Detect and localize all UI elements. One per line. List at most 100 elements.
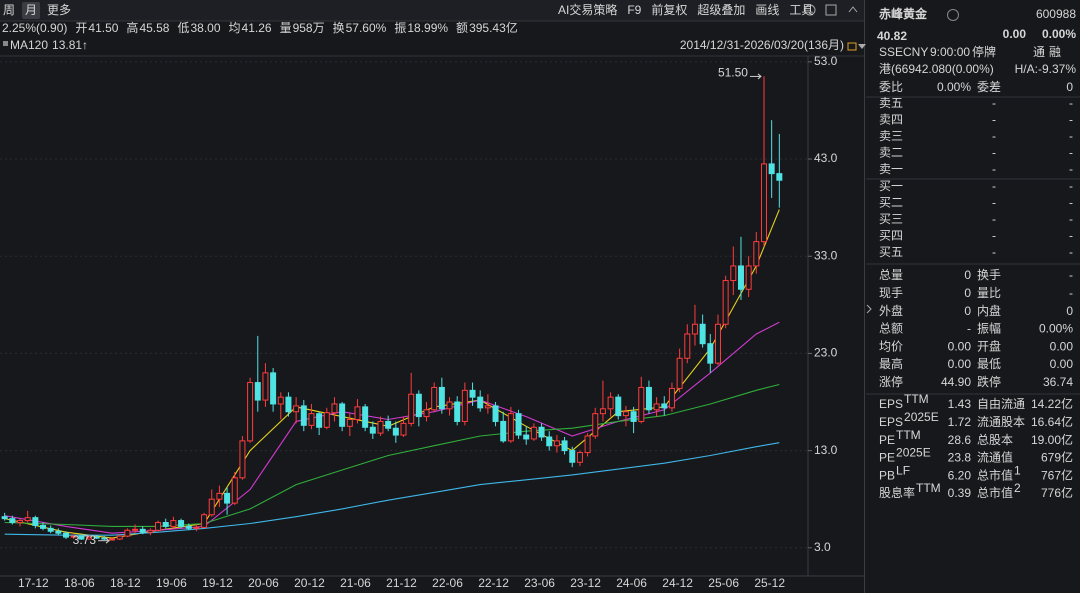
stat-label: 总市值 — [977, 467, 1013, 482]
stat-label: 最低 — [977, 357, 1001, 371]
x-tick-label: 25-06 — [708, 576, 739, 590]
dropdown-icon[interactable] — [858, 44, 866, 49]
book-price: - — [992, 162, 996, 176]
candle-body — [730, 265, 737, 282]
period-tab[interactable]: 更多 — [47, 3, 71, 17]
candle-body — [599, 408, 606, 415]
candle-body — [32, 517, 39, 526]
stat-label: 跌停 — [977, 374, 1001, 389]
stat-label: EPS — [879, 397, 903, 411]
book-volume: - — [1069, 162, 1073, 176]
stat-sup: 2025E — [904, 410, 939, 424]
range-label: 2014/12/31-2026/03/20(136月) — [680, 38, 844, 52]
candle-body — [47, 527, 54, 532]
x-tick-label: 23-12 — [570, 576, 601, 590]
collapse-icon[interactable] — [848, 6, 858, 13]
x-tick-label: 18-12 — [110, 576, 141, 590]
book-volume: - — [1069, 113, 1073, 127]
legend-value: 13.81↑ — [52, 38, 88, 52]
info-label: 高 — [126, 20, 138, 35]
stat-label: PE — [879, 433, 895, 447]
candle-body — [768, 163, 775, 175]
candle-body — [300, 405, 307, 426]
tool-button[interactable]: 画线 — [755, 3, 779, 17]
candle-body — [484, 405, 491, 409]
expand-icon[interactable] — [866, 304, 872, 314]
candle-body — [492, 405, 499, 422]
change-pct: 0.00% — [1042, 27, 1076, 41]
order-value: 0.00% — [937, 80, 971, 94]
y-tick-label: 43.0 — [814, 151, 838, 165]
book-label: 买四 — [879, 229, 903, 243]
candle-body — [323, 412, 330, 428]
candle-body — [737, 265, 744, 290]
tool-button[interactable]: 前复权 — [651, 2, 687, 17]
toolbar-icons[interactable] — [804, 4, 959, 21]
candle-body — [124, 529, 131, 537]
tool-button[interactable]: F9 — [627, 3, 641, 17]
settings-icon[interactable] — [804, 4, 816, 16]
info-icon[interactable] — [947, 9, 959, 21]
candle-body — [224, 492, 231, 504]
book-volume: - — [1069, 245, 1073, 259]
candle-body — [9, 518, 16, 524]
candle-body — [630, 411, 637, 422]
quote-meta: CNY — [903, 45, 928, 59]
candle-body — [262, 372, 269, 401]
candle-body — [753, 241, 760, 267]
period-tab[interactable]: 月 — [25, 3, 37, 17]
stat-value: 0.00 — [948, 357, 972, 371]
stat-value: 767亿 — [1041, 467, 1073, 482]
book-label: 卖三 — [879, 129, 903, 143]
candle-body — [239, 440, 246, 479]
x-tick-label: 20-12 — [294, 576, 325, 590]
tool-button[interactable]: 超级叠加 — [697, 2, 745, 17]
order-label: 委比 — [879, 80, 903, 94]
tool-button[interactable]: 工具 — [789, 3, 813, 17]
candle-body — [201, 514, 208, 528]
stat-value: 1.72 — [948, 415, 972, 429]
stat-value: 1.43 — [948, 397, 972, 411]
tool-button[interactable]: AI交易策略 — [558, 2, 617, 17]
quote-meta: SSE — [879, 45, 903, 59]
stat-value: 0 — [964, 268, 971, 282]
annotation-arrowhead — [757, 73, 762, 80]
period-tab[interactable]: 周 — [3, 3, 15, 17]
candle-body — [523, 434, 530, 440]
annotation-label: 3.73 — [73, 533, 97, 547]
stat-value: - — [967, 322, 971, 336]
y-tick-label: 53.0 — [814, 54, 838, 68]
stat-value: 776亿 — [1041, 485, 1073, 500]
x-tick-label: 24-06 — [616, 576, 647, 590]
quote-meta: 停牌 — [972, 44, 996, 59]
layout-icon[interactable] — [825, 4, 837, 16]
info-value: 57.60% — [346, 21, 387, 35]
stat-label: 流通股本 — [977, 415, 1025, 429]
stat-sup: TTM — [904, 392, 929, 406]
stat-sup: TTM — [916, 481, 941, 495]
candle-body — [714, 323, 721, 364]
candle-body — [109, 538, 116, 541]
candle-body — [377, 420, 384, 434]
candle-body — [561, 440, 568, 452]
stat-label: 股息率 — [879, 485, 915, 500]
quote-tag: 通 — [1033, 45, 1045, 59]
stat-sup: 2 — [1014, 481, 1021, 495]
candle-body — [500, 420, 507, 442]
stat-label: 最高 — [879, 356, 903, 371]
book-price: - — [992, 113, 996, 127]
lock-icon[interactable] — [847, 42, 857, 51]
stat-label: 内盘 — [977, 303, 1001, 318]
candle-body — [78, 535, 85, 540]
stat-value: 0 — [964, 304, 971, 318]
book-label: 卖五 — [879, 96, 903, 110]
stat-label: 量比 — [977, 286, 1001, 300]
stat-sup: TTM — [896, 428, 921, 442]
stat-label: 涨停 — [879, 374, 903, 389]
book-volume: - — [1069, 129, 1073, 143]
stat-sup: 2025E — [896, 446, 931, 460]
stat-value: 0.00 — [1050, 339, 1074, 353]
candle-body — [385, 420, 392, 429]
